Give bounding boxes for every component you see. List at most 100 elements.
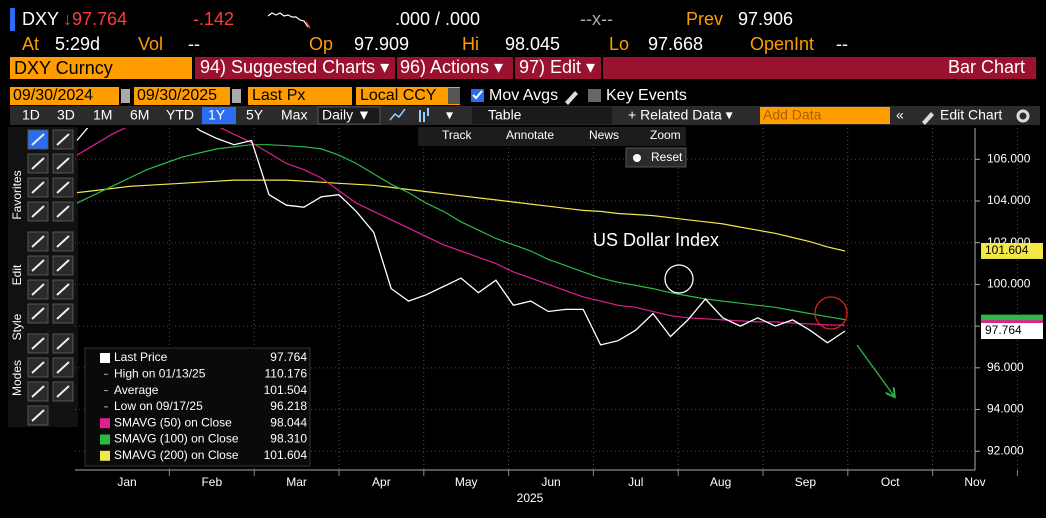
tool-glyph [31, 307, 45, 320]
chart-tool[interactable]: Zoom [650, 128, 681, 142]
menu-item[interactable]: 97) Edit ▾ [519, 57, 595, 77]
side-tab[interactable]: Modes [10, 360, 24, 396]
key-events-checkbox[interactable] [588, 89, 601, 102]
menu-item[interactable]: 96) Actions ▾ [400, 57, 503, 77]
add-data-field[interactable] [760, 107, 890, 124]
x-tick-label: Mar [286, 475, 307, 489]
period-button[interactable]: 6M [130, 107, 149, 123]
pencil-icon[interactable] [922, 112, 934, 125]
y-tick-label: 106.000 [987, 151, 1031, 165]
at-label: At [22, 34, 39, 54]
add-data: Add Data [763, 107, 822, 123]
end-date: 09/30/2025 [137, 87, 217, 104]
tool-glyph [31, 361, 45, 374]
start-field[interactable] [10, 87, 119, 105]
tool-glyph [31, 181, 45, 194]
menu-item[interactable]: 94) Suggested Charts ▾ [200, 57, 389, 77]
tool-glyph [31, 283, 45, 296]
dropdown[interactable] [448, 88, 460, 104]
open-label: Op [309, 34, 333, 54]
high: 98.045 [505, 34, 560, 54]
sparkline-tail [305, 21, 311, 29]
chart-toolbar [626, 127, 686, 146]
legend-value: 98.044 [270, 415, 307, 429]
tool-glyph [31, 409, 45, 422]
tool-glyph [56, 133, 70, 146]
legend-value: 98.310 [270, 432, 307, 446]
highlight-circle [664, 264, 694, 294]
legend-label: Last Price [114, 350, 168, 364]
settings-icon[interactable] [1016, 109, 1030, 123]
end-field[interactable] [134, 87, 230, 105]
period-button[interactable]: YTD [166, 107, 194, 123]
low-label: Lo [609, 34, 629, 54]
dropdown-arrow[interactable]: ▾ [446, 107, 453, 123]
x-tick-label: Sep [795, 475, 817, 489]
moving-average [76, 128, 846, 326]
chart-tool[interactable]: Reset [651, 150, 683, 164]
frequency-select[interactable] [317, 106, 381, 125]
highlight-circle [814, 296, 848, 330]
x-tick-label: Aug [710, 475, 731, 489]
tool-glyph [56, 259, 70, 272]
chart-tool[interactable]: Annotate [506, 128, 554, 142]
side-tab[interactable]: Style [10, 313, 24, 340]
menu-bar [195, 57, 1036, 79]
table: Table [488, 107, 522, 123]
sparkline [267, 12, 309, 28]
collapse[interactable]: « [896, 107, 904, 123]
open: 97.909 [354, 34, 409, 54]
table-button[interactable] [472, 107, 612, 124]
reset-button[interactable] [625, 147, 687, 168]
legend-value: 96.218 [270, 399, 307, 413]
currency: Local CCY [360, 87, 437, 104]
period-button[interactable]: 1M [93, 107, 112, 123]
tool-glyph [31, 157, 45, 170]
calendar-icon[interactable] [232, 89, 241, 103]
line-icon[interactable] [389, 108, 406, 121]
currency-select[interactable] [356, 87, 460, 105]
tool-glyph [56, 361, 70, 374]
legend-value: 97.764 [270, 350, 307, 364]
tool-glyph [56, 157, 70, 170]
tool-glyph [56, 181, 70, 194]
start-date: 09/30/2024 [13, 87, 93, 104]
edit-chart[interactable]: Edit Chart [940, 107, 1002, 123]
legend-label: SMAVG (200) on Close [114, 448, 239, 462]
chart-tool[interactable]: Track [442, 128, 473, 142]
x-tick-label: Oct [881, 475, 900, 489]
field-select[interactable] [248, 87, 352, 105]
checkmark [472, 90, 483, 100]
period-button[interactable]: 3D [57, 107, 75, 123]
period-button[interactable]: 5Y [246, 107, 264, 123]
ticker: DXY [22, 9, 59, 29]
tool-glyph [31, 235, 45, 248]
side-tab[interactable]: Favorites [10, 170, 24, 219]
value-tag-label: 101.604 [985, 243, 1029, 257]
frequency: Daily ▼ [322, 107, 371, 123]
moving-average [76, 179, 846, 252]
legend-label: Low on 09/17/25 [114, 399, 203, 413]
ticker-mark [10, 8, 15, 31]
bar-icon[interactable] [419, 108, 429, 122]
y-tick-label: 94.000 [987, 402, 1024, 416]
side-tab[interactable]: Edit [10, 264, 24, 285]
related-data[interactable]: + Related Data ▾ [628, 107, 733, 123]
vol: -- [188, 34, 200, 54]
security-field[interactable] [10, 57, 192, 79]
moving-average [76, 144, 846, 321]
legend-label: SMAVG (50) on Close [114, 415, 232, 429]
pencil-icon[interactable] [565, 91, 578, 105]
period-button[interactable]: 1Y [208, 107, 226, 123]
chart-tool[interactable]: News [589, 128, 619, 142]
calendar-icon[interactable] [121, 89, 130, 103]
legend-value: 101.504 [264, 383, 308, 397]
legend-label: SMAVG (100) on Close [114, 432, 239, 446]
key-events: Key Events [606, 87, 687, 104]
net-change: -.142 [193, 9, 234, 29]
period-button[interactable]: 1D [22, 107, 40, 123]
low: 97.668 [648, 34, 703, 54]
period-button[interactable]: Max [281, 107, 307, 123]
x-tick-label: Jul [628, 475, 643, 489]
